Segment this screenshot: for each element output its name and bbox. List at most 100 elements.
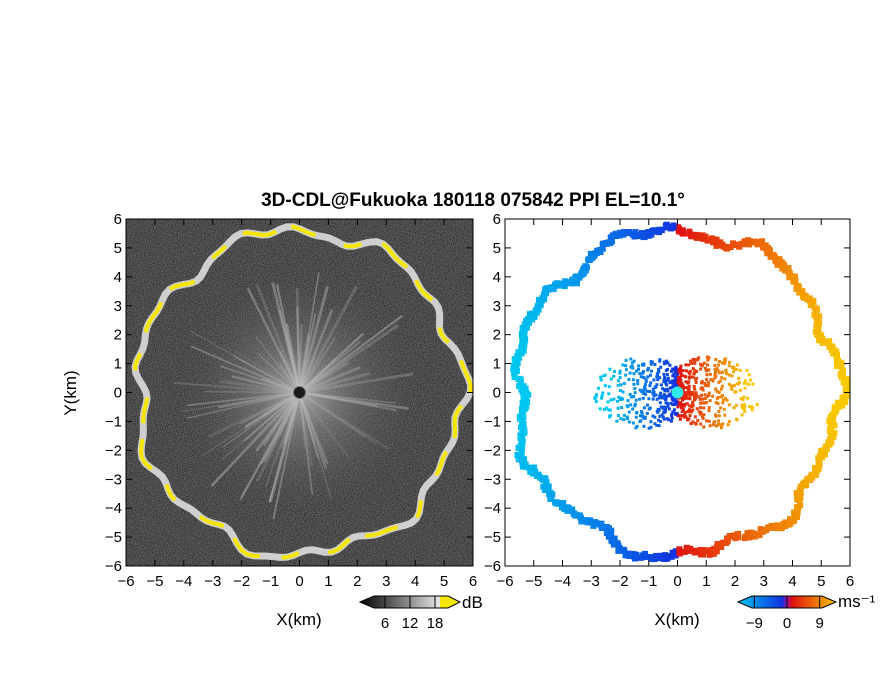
velocity-echo-cell [646, 375, 650, 379]
velocity-ring-cell [759, 238, 765, 245]
velocity-ring-cell [833, 356, 840, 363]
velocity-echo-cell [700, 363, 704, 367]
velocity-echo-cell [686, 410, 690, 414]
velocity-echo-cell [655, 397, 659, 401]
velocity-echo-cell [597, 386, 600, 390]
velocity-echo-cell [684, 363, 688, 367]
velocity-echo-cell [700, 380, 704, 384]
velocity-ring-cell [814, 326, 821, 333]
velocity-echo-cell [674, 412, 678, 416]
velocity-echo-cell [652, 378, 656, 382]
velocity-ring-cell [520, 387, 527, 394]
velocity-echo-cell [713, 376, 717, 380]
velocity-echo-cell [618, 371, 622, 375]
velocity-echo-cell [705, 373, 709, 377]
velocity-ring-cell [520, 347, 527, 354]
y-tick-label: 1 [493, 356, 501, 373]
velocity-echo-cell [672, 367, 676, 371]
velocity-echo-cell [659, 419, 662, 423]
velocity-echo-cell [704, 384, 708, 388]
velocity-echo-cell [620, 406, 624, 410]
velocity-echo-cell [718, 423, 722, 427]
velocity-ring-cell [747, 529, 754, 536]
velocity-echo-cell [728, 373, 732, 377]
velocity-echo-cell [717, 380, 721, 384]
velocity-ring-cell [793, 490, 800, 497]
velocity-echo-cell [662, 360, 666, 364]
velocity-echo-cell [651, 391, 655, 395]
velocity-echo-cell [724, 368, 728, 372]
velocity-ring-cell [845, 381, 850, 388]
velocity-ring-cell [815, 464, 822, 471]
velocity-echo-cell [631, 378, 635, 382]
velocity-echo-cell [693, 370, 697, 374]
x-tick-label: 5 [440, 573, 448, 590]
velocity-ring-cell [668, 225, 675, 232]
velocity-echo-cell [696, 419, 700, 422]
velocity-ring-cell [520, 396, 527, 402]
x-tick-label: −2 [611, 573, 628, 590]
velocity-echo-cell [689, 404, 693, 408]
velocity-ring-cell [592, 250, 598, 257]
velocity-ring-cell [518, 406, 525, 413]
velocity-echo-cell [601, 391, 605, 395]
velocity-ring-cell [767, 253, 774, 260]
velocity-echo-cell [704, 369, 708, 373]
velocity-echo-cell [629, 357, 633, 361]
velocity-echo-cell [691, 367, 695, 371]
velocity-echo-cell [638, 397, 642, 401]
velocity-ring-cell [542, 479, 549, 486]
velocity-echo-cell [639, 375, 643, 379]
velocity-echo-cell [678, 369, 681, 373]
velocity-echo-cell [647, 397, 651, 401]
velocity-echo-cell [729, 385, 733, 388]
velocity-echo-cell [669, 393, 673, 397]
velocity-ring-cell [598, 520, 605, 527]
y-tick-label: 6 [114, 211, 122, 228]
velocity-ring-cell [521, 321, 528, 328]
velocity-echo-cell [702, 401, 706, 405]
velocity-echo-cell [673, 375, 677, 379]
velocity-echo-cell [714, 414, 718, 418]
velocity-ring-cell [840, 394, 847, 401]
velocity-echo-cell [649, 425, 653, 429]
velocity-ring-cell [742, 533, 749, 540]
reflectivity-axes: −6 −5 −4 −3 −2 −1 0 1 2 3 4 5 6 −6 −5 −4 −3 −2 −1 0 1 2 3 4 5 6 [105, 211, 477, 590]
velocity-echo-cell [662, 378, 666, 382]
velocity-ring-cell [524, 399, 531, 405]
x-axis-label: X(km) [276, 610, 321, 629]
velocity-ring-cell [727, 533, 734, 540]
velocity-ring-cell [834, 363, 841, 370]
velocity-echo-cell [702, 413, 706, 417]
velocity-ring-cell [813, 309, 820, 316]
velocity-ring-cell [537, 302, 544, 309]
velocity-echo-cell [636, 379, 640, 383]
velocity-echo-cell [656, 374, 659, 377]
velocity-echo-cell [691, 391, 694, 394]
y-tick-label: −2 [484, 442, 501, 459]
velocity-ring-cell [519, 443, 526, 450]
velocity-ring-cell [519, 337, 526, 344]
velocity-echo-cell [717, 371, 721, 375]
velocity-echo-cell [630, 364, 634, 368]
velocity-echo-cell [651, 414, 655, 418]
y-tick-label: 0 [114, 385, 122, 402]
velocity-echo-cell [694, 378, 698, 382]
velocity-echo-cell [684, 380, 688, 384]
velocity-echo-cell [717, 360, 721, 363]
velocity-echo-cell [702, 361, 706, 365]
velocity-ring-cell [768, 524, 775, 531]
y-tick-label: −1 [105, 413, 122, 430]
velocity-echo-cell [689, 359, 693, 363]
velocity-echo-cell [595, 393, 598, 397]
velocity-echo-cell [700, 393, 703, 397]
velocity-ring-cell [533, 309, 540, 316]
radar-site-marker [293, 386, 306, 399]
velocity-ring-cell [525, 464, 532, 471]
velocity-echo-cell [719, 406, 723, 410]
velocity-echo-cell [714, 387, 718, 391]
velocity-echo-cell [697, 395, 701, 399]
velocity-echo-cell [714, 401, 718, 404]
velocity-echo-cell [665, 373, 669, 376]
